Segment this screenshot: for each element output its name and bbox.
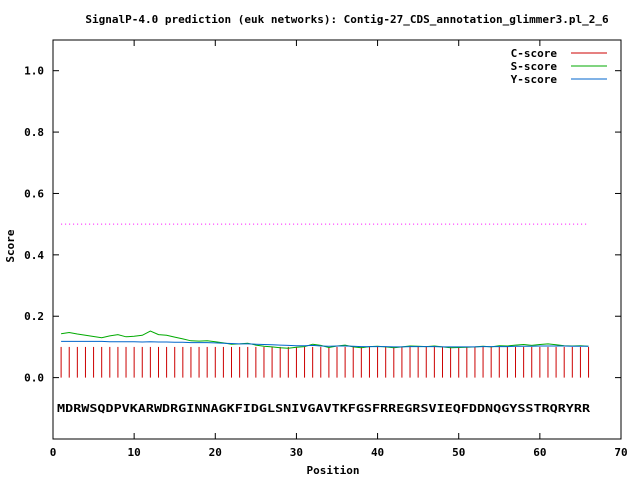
x-tick-label: 50 (452, 446, 465, 459)
y-tick-label: 0.4 (24, 249, 44, 262)
legend-label-s-score: S-score (511, 60, 558, 73)
series-layer (60, 330, 590, 378)
x-tick-label: 60 (533, 446, 546, 459)
x-tick-label: 10 (128, 446, 141, 459)
y-score-line (61, 340, 589, 348)
x-tick-label: 40 (371, 446, 384, 459)
x-tick-label: 30 (290, 446, 303, 459)
y-tick-label: 1.0 (24, 65, 44, 78)
x-tick-label: 20 (209, 446, 222, 459)
x-tick-label: 0 (50, 446, 57, 459)
x-tick-label: 70 (614, 446, 627, 459)
y-axis-label: Score (4, 229, 17, 262)
x-axis-label: Position (307, 464, 360, 477)
y-tick-label: 0.2 (24, 310, 44, 323)
legend-label-y-score: Y-score (511, 73, 558, 86)
y-tick-label: 0.0 (24, 372, 44, 385)
plot-frame (52, 39, 622, 440)
legend-label-c-score: C-score (511, 47, 558, 60)
y-tick-label: 0.8 (24, 126, 44, 139)
y-axis: 0.0 0.2 0.4 0.6 0.8 1.0 (24, 65, 621, 385)
s-score-line (61, 330, 589, 349)
x-axis: 0 10 20 30 40 50 60 70 (50, 40, 628, 459)
chart-title: SignalP-4.0 prediction (euk networks): C… (85, 13, 609, 26)
sequence-text: MDRWSQDPVKARWDRGINNAGKFIDGLSNIVGAVTKFGSF… (57, 402, 590, 415)
y-tick-label: 0.6 (24, 187, 44, 200)
